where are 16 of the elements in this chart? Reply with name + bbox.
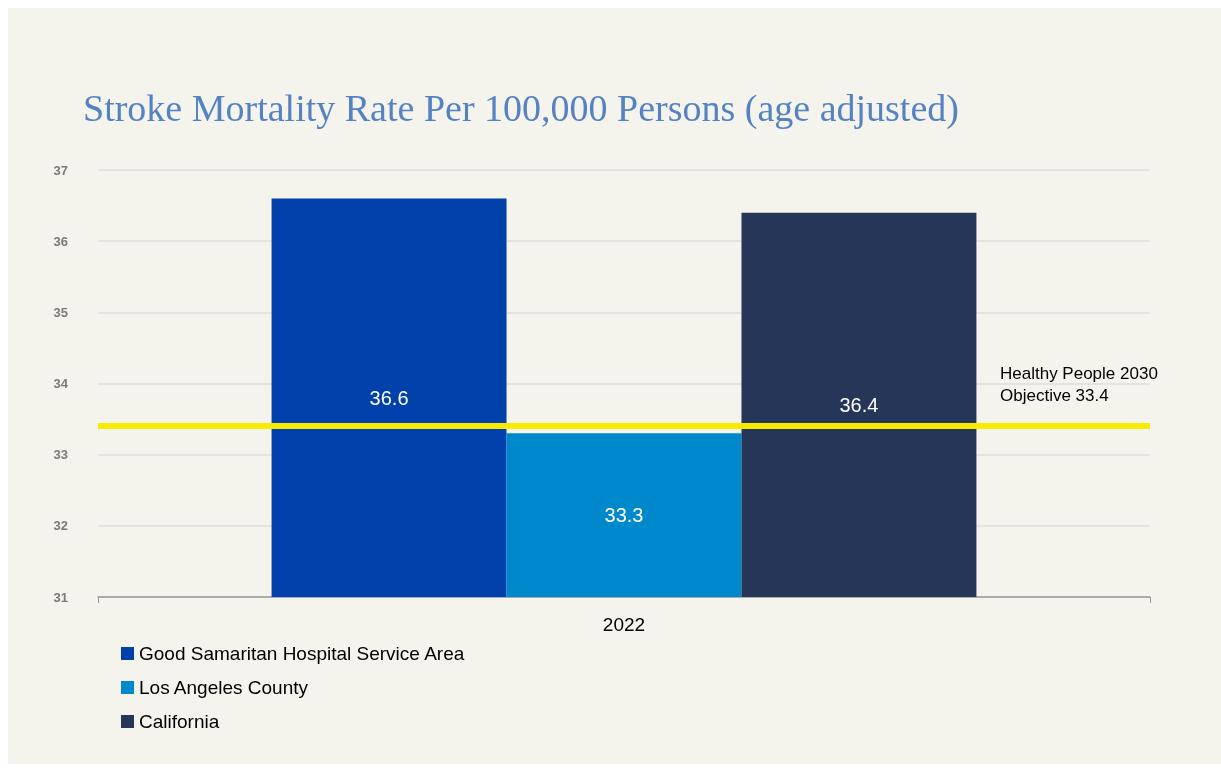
data-label: 36.6: [369, 386, 409, 409]
ref-line-label: Healthy People 2030 Objective 33.4: [1000, 363, 1158, 405]
y-tick-label: 36: [53, 233, 68, 249]
legend-label: Los Angeles County: [139, 677, 309, 698]
data-label: 36.4: [839, 393, 879, 416]
y-tick-label: 34: [53, 376, 69, 391]
legend-label: Good Samaritan Hospital Service Area: [139, 643, 465, 664]
y-tick-label: 33: [53, 447, 68, 463]
y-tick-label: 35: [53, 304, 68, 320]
data-label: 33.3: [604, 504, 644, 527]
y-tick-label: 31: [53, 589, 68, 605]
x-tick-label: 2022: [602, 614, 646, 635]
y-tick-label: 32: [53, 518, 68, 534]
y-tick-label: 37: [53, 162, 68, 178]
chart-title: Stroke Mortality Rate Per 100,000 Persons (age adjusted): [83, 87, 959, 130]
legend-label: California: [139, 711, 220, 732]
